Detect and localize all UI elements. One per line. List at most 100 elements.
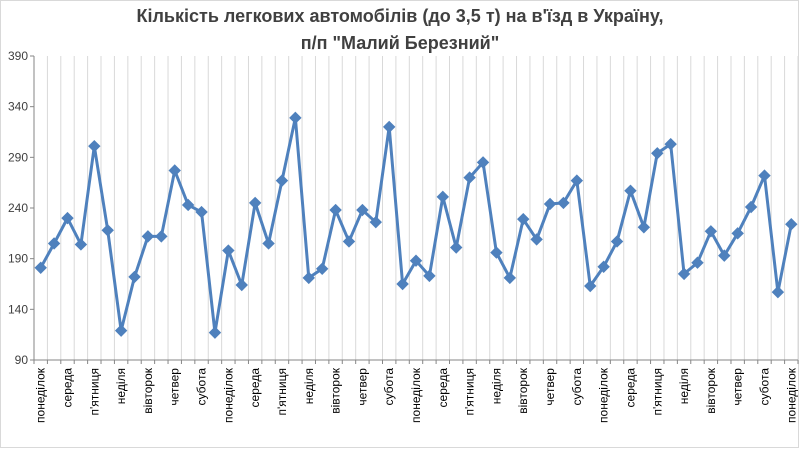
y-tick-label: 240 [8, 201, 28, 215]
data-point-marker [624, 184, 637, 197]
data-point-marker [409, 254, 423, 267]
x-tick-label: понеділок [597, 367, 611, 423]
x-tick-label: четвер [355, 368, 369, 406]
data-point-marker [637, 221, 651, 234]
x-tick-label: неділя [302, 368, 316, 404]
data-point-marker [570, 174, 584, 187]
vertical-gridlines [46, 56, 799, 360]
x-tick-label: неділя [489, 368, 503, 404]
data-point-marker [651, 147, 664, 160]
data-point-marker [691, 256, 704, 269]
y-tick-label: 290 [8, 150, 28, 164]
data-point-marker [155, 230, 168, 243]
x-axis-ticks: понеділок середа п'ятниця неділя вівторок чет… [33, 360, 799, 423]
data-point-marker [610, 235, 624, 248]
x-tick-label: четвер [168, 368, 182, 406]
data-point-marker [530, 233, 543, 246]
data-point-marker [731, 227, 744, 240]
data-point-marker [74, 238, 88, 251]
data-point-marker [396, 277, 409, 291]
data-point-marker [141, 230, 155, 243]
x-tick-label: понеділок [409, 367, 423, 423]
data-point-marker [181, 198, 195, 212]
data-point-marker [597, 260, 610, 273]
data-point-marker [369, 215, 382, 229]
data-point-marker [382, 120, 396, 134]
data-point-marker [744, 200, 758, 214]
series-line [39, 116, 793, 335]
data-point-marker [302, 271, 315, 285]
y-tick-label: 340 [8, 100, 28, 114]
data-point-marker [543, 197, 557, 211]
data-point-marker [517, 212, 530, 226]
data-point-marker [584, 279, 597, 293]
chart-title-line-2: п/п "Малий Березний" [300, 33, 500, 53]
x-tick-label: субота [382, 368, 396, 406]
data-point-marker [262, 237, 275, 250]
data-point-marker [61, 211, 74, 225]
x-tick-label: середа [623, 368, 637, 408]
data-point-marker [114, 324, 128, 337]
x-tick-label: четвер [543, 368, 557, 406]
x-tick-label: субота [757, 368, 771, 406]
x-tick-label: понеділок [34, 367, 48, 423]
x-tick-label: п'ятниця [463, 368, 477, 415]
x-tick-label: вівторок [329, 367, 343, 414]
x-tick-label: субота [570, 368, 584, 406]
data-point-marker [101, 224, 114, 237]
data-point-marker [168, 164, 181, 177]
x-tick-label: п'ятниця [275, 368, 289, 415]
x-tick-label: середа [248, 368, 262, 408]
x-tick-label: вівторок [704, 367, 718, 414]
y-tick-label: 190 [8, 252, 28, 266]
data-point-marker [771, 285, 785, 299]
y-axis-ticks: 90 140 190 240 290 340 390 [8, 49, 34, 367]
chart-title: Кількість легкових автомобілів (до 3,5 т… [0, 3, 800, 57]
y-tick-label: 140 [8, 302, 28, 316]
data-point-marker [248, 196, 262, 210]
data-point-marker [490, 246, 503, 259]
x-tick-label: четвер [731, 368, 745, 406]
series-visits [34, 111, 798, 339]
x-tick-label: вівторок [516, 367, 530, 414]
x-tick-label: понеділок [784, 367, 798, 423]
data-point-marker [476, 156, 490, 169]
x-tick-label: вівторок [141, 367, 155, 414]
data-point-marker [315, 262, 329, 276]
data-point-marker [356, 203, 369, 217]
data-point-marker [222, 244, 235, 257]
data-point-marker [677, 267, 691, 281]
data-point-marker [128, 270, 141, 284]
data-point-marker [463, 171, 476, 184]
x-tick-label: середа [436, 368, 450, 408]
x-tick-label: понеділок [221, 367, 235, 423]
x-tick-label: неділя [677, 368, 691, 404]
data-point-marker [704, 225, 718, 238]
data-point-marker [34, 261, 47, 274]
data-point-marker [423, 269, 436, 283]
data-point-marker [47, 237, 61, 250]
axes [33, 56, 798, 361]
data-point-marker [342, 235, 356, 248]
data-point-marker [436, 190, 450, 204]
data-point-marker [275, 174, 289, 187]
x-tick-label: субота [195, 368, 209, 406]
data-point-marker [785, 218, 798, 231]
chart-title-line-1: Кількість легкових автомобілів (до 3,5 т… [136, 6, 664, 26]
data-point-marker [329, 203, 342, 217]
data-point-marker [195, 205, 208, 219]
data-point-marker [450, 241, 463, 254]
data-point-marker [664, 137, 677, 151]
data-point-marker [557, 196, 570, 210]
data-point-marker [289, 111, 302, 125]
data-point-marker [718, 249, 731, 262]
data-point-marker [88, 139, 101, 153]
x-tick-label: п'ятниця [87, 368, 101, 415]
x-tick-label: неділя [114, 368, 128, 404]
y-tick-label: 90 [15, 353, 29, 367]
x-tick-label: середа [61, 368, 75, 408]
y-tick-label: 390 [8, 49, 28, 63]
data-point-marker [235, 278, 248, 292]
